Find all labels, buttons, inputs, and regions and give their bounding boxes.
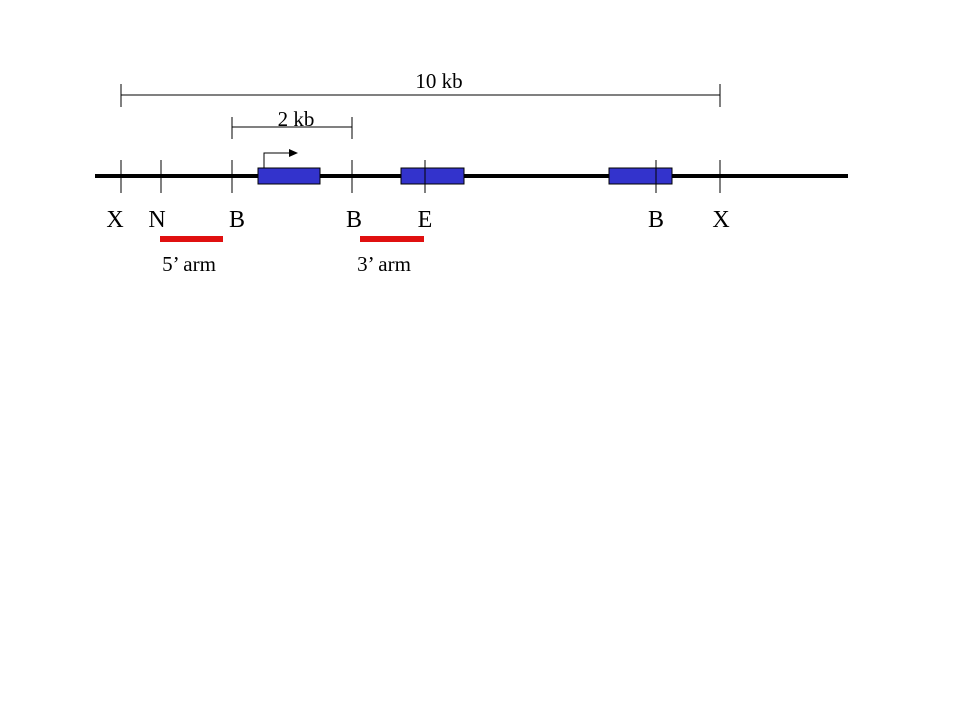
exon-2 bbox=[400, 167, 465, 185]
exon-1 bbox=[257, 167, 321, 185]
scale-bar-10kb: 10 kb bbox=[120, 69, 721, 107]
scale-bar-2kb: 2 kb bbox=[231, 107, 353, 139]
homology-arm-3prime-label: 3’ arm bbox=[357, 252, 411, 276]
site-label-n: N bbox=[148, 207, 165, 233]
site-label-x-left: X bbox=[106, 207, 123, 233]
site-label-b3: B bbox=[648, 207, 664, 233]
exon-3 bbox=[608, 167, 673, 185]
site-label-b1: B bbox=[229, 207, 245, 233]
site-label-x-right: X bbox=[712, 207, 729, 233]
scale-bar-2kb-label: 2 kb bbox=[278, 107, 315, 131]
site-label-e: E bbox=[418, 207, 433, 233]
site-label-b2: B bbox=[346, 207, 362, 233]
scale-bar-10kb-label: 10 kb bbox=[415, 69, 462, 93]
homology-arm-5prime-label: 5’ arm bbox=[162, 252, 216, 276]
transcription-start-arrow-icon bbox=[263, 149, 298, 168]
